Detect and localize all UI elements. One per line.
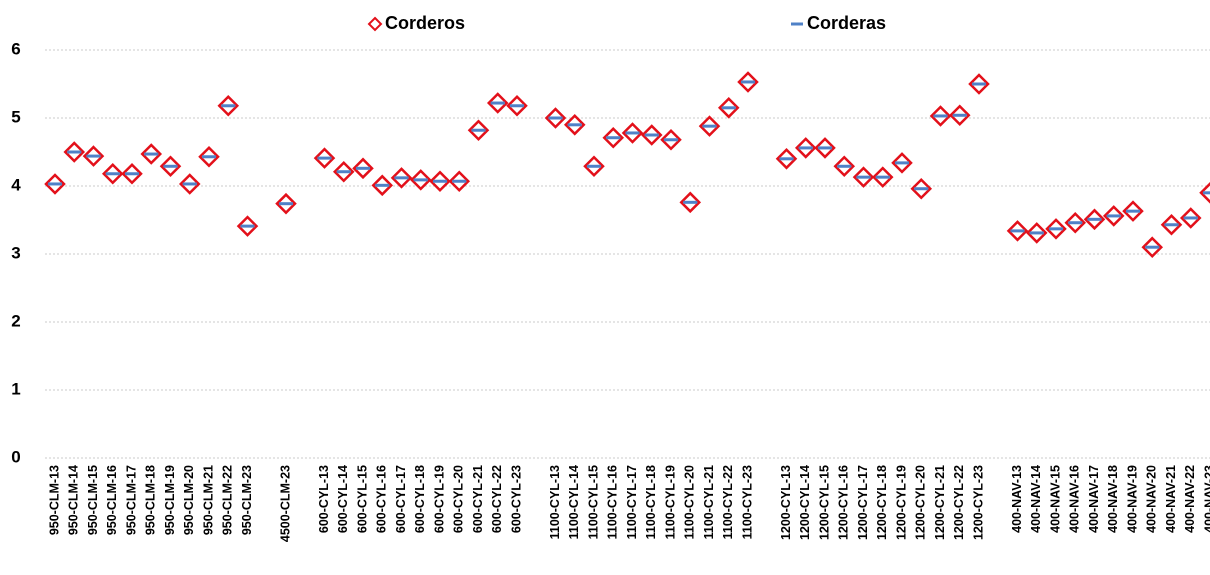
x-tick-label: 400-NAV-18: [1106, 465, 1120, 533]
x-tick-label: 600-CYL-19: [432, 465, 446, 533]
x-tick-label: 400-NAV-16: [1068, 465, 1082, 533]
x-tick-label: 400-NAV-19: [1125, 465, 1139, 533]
legend-label: Corderas: [807, 13, 886, 33]
x-tick-label: 1100-CYL-13: [548, 465, 562, 539]
x-tick-label: 1100-CYL-19: [663, 465, 677, 539]
x-tick-label: 600-CYL-23: [509, 465, 523, 533]
x-tick-label: 1200-CYL-17: [856, 465, 870, 540]
x-tick-label: 1200-CYL-20: [914, 465, 928, 540]
x-tick-label: 1100-CYL-14: [567, 465, 581, 539]
x-tick-label: 1200-CYL-15: [817, 465, 831, 540]
x-tick-label: 1100-CYL-21: [702, 465, 716, 539]
x-tick-label: 1200-CYL-23: [971, 465, 985, 540]
x-tick-label: 600-CYL-14: [336, 465, 350, 533]
x-tick-label: 950-CLM-18: [144, 465, 158, 535]
x-tick-label: 950-CLM-19: [163, 465, 177, 535]
x-tick-label: 1200-CYL-22: [952, 465, 966, 540]
legend-marker: [367, 16, 383, 32]
x-tick-label: 600-CYL-13: [317, 465, 331, 533]
x-tick-label: 400-NAV-21: [1164, 465, 1178, 533]
x-tick-label: 950-CLM-21: [201, 465, 215, 535]
x-tick-label: 950-CLM-16: [105, 465, 119, 535]
y-tick-label: 5: [11, 107, 20, 126]
x-tick-label: 1100-CYL-18: [644, 465, 658, 539]
x-tick-label: 600-CYL-15: [355, 465, 369, 533]
y-tick-label: 2: [11, 311, 20, 330]
y-tick-label: 1: [11, 379, 20, 398]
y-tick-label: 6: [11, 39, 20, 58]
x-tick-label: 400-NAV-17: [1087, 465, 1101, 533]
x-tick-label: 1200-CYL-14: [798, 465, 812, 540]
x-tick-label: 1200-CYL-21: [933, 465, 947, 540]
x-tick-label: 950-CLM-17: [124, 465, 138, 535]
y-tick-label: 3: [11, 243, 20, 262]
x-tick-label: 400-NAV-14: [1029, 465, 1043, 533]
x-tick-label: 600-CYL-18: [413, 465, 427, 533]
x-tick-label: 600-CYL-22: [490, 465, 504, 533]
x-tick-label: 600-CYL-21: [471, 465, 485, 533]
x-tick-label: 950-CLM-20: [182, 465, 196, 535]
x-tick-label: 1100-CYL-17: [625, 465, 639, 539]
x-tick-label: 600-CYL-17: [394, 465, 408, 533]
x-tick-label: 950-CLM-14: [67, 465, 81, 535]
y-tick-label: 0: [11, 447, 20, 466]
x-tick-label: 4500-CLM-23: [278, 465, 292, 542]
x-tick-label: 1100-CYL-16: [606, 465, 620, 539]
x-tick-label: 950-CLM-15: [86, 465, 100, 535]
x-tick-label: 1100-CYL-23: [740, 465, 754, 539]
x-tick-label: 400-NAV-15: [1048, 465, 1062, 533]
y-tick-label: 4: [11, 175, 21, 194]
x-tick-label: 950-CLM-23: [240, 465, 254, 535]
x-tick-label: 400-NAV-20: [1145, 465, 1159, 533]
legend-label: Corderos: [385, 13, 465, 33]
x-tick-label: 1200-CYL-19: [894, 465, 908, 540]
x-tick-label: 950-CLM-22: [221, 465, 235, 535]
x-tick-label: 1200-CYL-18: [875, 465, 889, 540]
x-tick-label: 400-NAV-23: [1202, 465, 1210, 533]
x-tick-label: 1100-CYL-22: [721, 465, 735, 539]
x-tick-label: 950-CLM-13: [47, 465, 61, 535]
x-tick-label: 1200-CYL-16: [837, 465, 851, 540]
x-tick-label: 1100-CYL-20: [683, 465, 697, 539]
x-tick-label: 1100-CYL-15: [586, 465, 600, 539]
x-tick-label: 600-CYL-16: [375, 465, 389, 533]
x-tick-label: 400-NAV-22: [1183, 465, 1197, 533]
x-tick-label: 1200-CYL-13: [779, 465, 793, 540]
x-tick-label: 600-CYL-20: [452, 465, 466, 533]
x-tick-label: 400-NAV-13: [1010, 465, 1024, 533]
